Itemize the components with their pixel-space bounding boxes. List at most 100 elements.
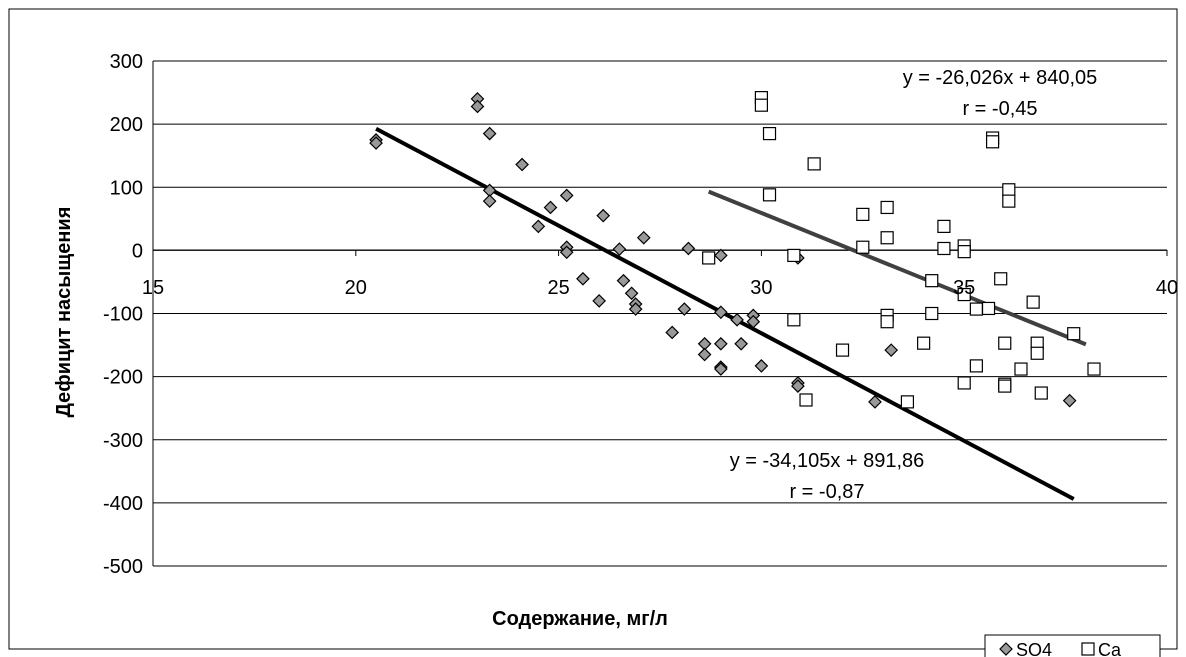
data-point-ca <box>1014 362 1028 376</box>
trendline-ca <box>707 189 1087 347</box>
data-point-ca <box>762 188 777 202</box>
data-point-ca <box>807 157 821 171</box>
y-tick-label: 300 <box>110 51 143 73</box>
data-point-so4 <box>482 126 497 141</box>
x-tick-label: 35 <box>953 277 975 299</box>
data-point-ca <box>1034 386 1048 400</box>
legend-label-ca: Ca <box>1098 640 1122 657</box>
data-point-so4 <box>734 336 748 351</box>
legend-label-so4: SO4 <box>1016 640 1052 657</box>
data-point-ca <box>1026 295 1040 309</box>
data-point-ca <box>937 219 951 233</box>
data-point-so4 <box>868 395 882 409</box>
data-point-so4 <box>369 136 383 150</box>
data-point-ca <box>957 376 971 390</box>
y-tick-label: 0 <box>132 240 143 262</box>
data-point-so4 <box>713 362 728 376</box>
data-point-so4 <box>515 157 529 172</box>
data-point-so4 <box>482 194 497 208</box>
data-point-so4 <box>576 271 590 286</box>
data-point-ca <box>799 393 813 407</box>
plot-area <box>152 60 1168 567</box>
data-point-ca <box>957 287 971 302</box>
data-point-ca <box>937 241 951 256</box>
data-point-so4 <box>665 325 680 340</box>
data-point-ca <box>925 306 939 321</box>
data-point-so4 <box>559 188 574 203</box>
data-point-so4 <box>746 314 761 329</box>
y-tick-label: -200 <box>103 367 143 389</box>
data-point-so4 <box>612 242 627 256</box>
data-point-so4 <box>713 248 728 263</box>
data-point-ca <box>1087 362 1101 376</box>
trendline-ca-r: r = -0,45 <box>962 98 1037 120</box>
y-tick-label: -100 <box>103 304 143 326</box>
data-point-ca <box>925 274 939 288</box>
data-point-ca <box>969 302 983 316</box>
x-axis-title: Содержание, мг/л <box>492 608 668 630</box>
data-point-ca <box>880 231 894 245</box>
data-point-so4 <box>636 230 651 245</box>
data-point-so4 <box>713 305 728 320</box>
data-point-ca <box>835 343 850 357</box>
data-point-ca <box>994 272 1008 286</box>
data-point-so4 <box>1062 393 1077 408</box>
data-point-ca <box>1002 183 1016 197</box>
data-point-so4 <box>543 200 558 215</box>
data-points <box>369 91 1101 409</box>
y-tick-label: -400 <box>103 493 143 515</box>
y-axis-title: Дефицит насыщения <box>53 207 75 418</box>
x-tick-label: 20 <box>345 277 367 299</box>
data-point-so4 <box>531 219 546 234</box>
chart-frame <box>8 8 1178 650</box>
data-point-so4 <box>754 359 769 373</box>
x-tick-label: 15 <box>142 277 164 299</box>
axis-labels: 300 200 100 0 -100 -200 -300 -400 -500 15 20 25 30 35… <box>103 51 1178 578</box>
legend: SO4 Ca <box>984 634 1161 657</box>
data-point-ca <box>787 313 801 327</box>
data-point-ca <box>1067 327 1081 341</box>
data-point-ca <box>856 240 870 254</box>
legend-marker-ca <box>1081 642 1095 656</box>
data-point-so4 <box>592 294 607 308</box>
data-point-so4 <box>677 302 692 316</box>
data-point-ca <box>880 315 894 329</box>
y-tick-label: -300 <box>103 430 143 452</box>
x-tick-label: 30 <box>750 277 772 299</box>
data-point-so4 <box>730 312 744 327</box>
x-tick-label: 25 <box>547 277 569 299</box>
legend-marker-so4 <box>999 642 1013 656</box>
trendline-ca-equation: y = -26,026x + 840,05 <box>903 67 1098 89</box>
x-tick-label: 40 <box>1156 277 1178 299</box>
data-point-ca <box>762 126 777 141</box>
data-point-so4 <box>791 379 805 393</box>
legend-box <box>984 634 1161 657</box>
y-tick-label: 200 <box>110 114 143 136</box>
data-point-so4 <box>697 347 712 362</box>
data-point-so4 <box>470 99 485 114</box>
data-point-so4 <box>616 273 631 288</box>
data-point-ca <box>957 245 971 259</box>
data-point-ca <box>880 200 894 215</box>
data-point-so4 <box>596 208 611 223</box>
y-tick-label: 100 <box>110 177 143 199</box>
y-tick-label: -500 <box>103 556 143 578</box>
data-point-ca <box>998 336 1012 350</box>
data-point-ca <box>702 251 716 265</box>
data-point-so4 <box>628 302 643 316</box>
data-point-ca <box>969 359 983 373</box>
data-point-ca <box>856 207 870 221</box>
data-point-ca <box>1002 194 1016 208</box>
data-point-ca <box>787 248 801 263</box>
data-point-ca <box>1030 346 1044 360</box>
data-point-ca <box>981 301 996 316</box>
data-point-ca <box>917 336 931 350</box>
data-point-ca <box>900 395 915 409</box>
data-point-ca <box>998 379 1012 393</box>
trendline-so4-r: r = -0,87 <box>789 481 864 503</box>
data-point-so4 <box>681 241 696 256</box>
trendline-so4-equation: y = -34,105x + 891,86 <box>730 450 925 472</box>
data-point-so4 <box>559 245 574 260</box>
data-point-ca <box>985 135 1000 149</box>
data-point-so4 <box>624 286 639 301</box>
